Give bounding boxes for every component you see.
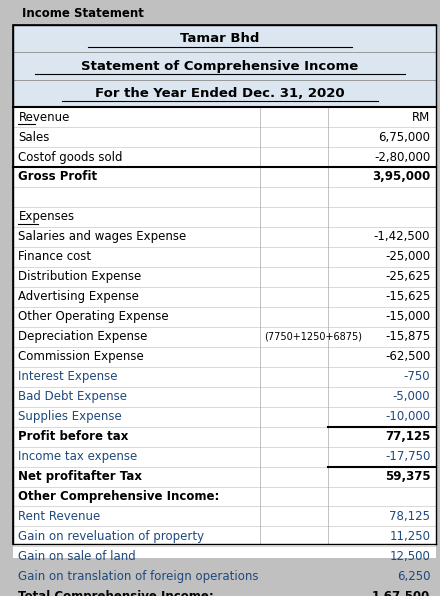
Text: 1,67,500: 1,67,500 xyxy=(372,590,430,596)
Text: Distribution Expense: Distribution Expense xyxy=(18,271,142,283)
Bar xyxy=(13,347,436,367)
Bar xyxy=(13,187,436,207)
Text: Finance cost: Finance cost xyxy=(18,250,92,263)
Text: -15,000: -15,000 xyxy=(385,311,430,323)
Text: -5,000: -5,000 xyxy=(392,390,430,403)
Bar xyxy=(13,307,436,327)
Bar xyxy=(13,207,436,227)
Bar xyxy=(13,586,436,596)
Bar xyxy=(13,167,436,187)
Bar xyxy=(13,406,436,427)
Text: 11,250: 11,250 xyxy=(389,530,430,543)
Bar xyxy=(13,547,436,566)
Text: Other Comprehensive Income:: Other Comprehensive Income: xyxy=(18,490,220,503)
Text: -15,625: -15,625 xyxy=(385,290,430,303)
Text: -25,000: -25,000 xyxy=(385,250,430,263)
Bar xyxy=(13,507,436,526)
Bar xyxy=(13,427,436,446)
Text: Tamar Bhd: Tamar Bhd xyxy=(180,32,260,45)
Text: Bad Debt Expense: Bad Debt Expense xyxy=(18,390,128,403)
Bar xyxy=(13,107,436,127)
Text: Gain on sale of land: Gain on sale of land xyxy=(18,550,136,563)
Text: -2,80,000: -2,80,000 xyxy=(374,151,430,163)
Text: Salaries and wages Expense: Salaries and wages Expense xyxy=(18,231,187,243)
Text: Income Statement: Income Statement xyxy=(22,7,144,20)
Text: Other Operating Expense: Other Operating Expense xyxy=(18,311,169,323)
Bar xyxy=(13,80,436,107)
Bar xyxy=(13,327,436,347)
Text: Expenses: Expenses xyxy=(18,210,75,224)
Bar xyxy=(13,227,436,247)
Bar xyxy=(13,387,436,406)
Text: -17,750: -17,750 xyxy=(385,450,430,463)
Text: 6,250: 6,250 xyxy=(397,570,430,583)
Bar xyxy=(13,467,436,486)
Text: -25,625: -25,625 xyxy=(385,271,430,283)
Text: Costof goods sold: Costof goods sold xyxy=(18,151,123,163)
Text: Statement of Comprehensive Income: Statement of Comprehensive Income xyxy=(81,60,359,73)
Text: Depreciation Expense: Depreciation Expense xyxy=(18,330,148,343)
Text: Gross Profit: Gross Profit xyxy=(18,170,98,184)
Text: 3,95,000: 3,95,000 xyxy=(372,170,430,184)
Text: RM: RM xyxy=(412,111,430,123)
Text: -750: -750 xyxy=(403,370,430,383)
Bar xyxy=(13,147,436,167)
Text: For the Year Ended Dec. 31, 2020: For the Year Ended Dec. 31, 2020 xyxy=(95,87,345,100)
Text: Net profitafter Tax: Net profitafter Tax xyxy=(18,470,143,483)
Text: Rent Revenue: Rent Revenue xyxy=(18,510,101,523)
Text: 59,375: 59,375 xyxy=(385,470,430,483)
Bar xyxy=(13,287,436,307)
Bar xyxy=(13,127,436,147)
Text: Income tax expense: Income tax expense xyxy=(18,450,138,463)
Bar xyxy=(13,25,436,52)
Text: Gain on translation of foreign operations: Gain on translation of foreign operation… xyxy=(18,570,259,583)
Text: -62,500: -62,500 xyxy=(385,350,430,363)
Bar xyxy=(13,367,436,387)
Text: Total Comprehensive Income:: Total Comprehensive Income: xyxy=(18,590,214,596)
Text: -1,42,500: -1,42,500 xyxy=(374,231,430,243)
Text: Revenue: Revenue xyxy=(18,111,70,123)
Text: Gain on reveluation of property: Gain on reveluation of property xyxy=(18,530,205,543)
Text: Supplies Expense: Supplies Expense xyxy=(18,410,122,423)
Text: 78,125: 78,125 xyxy=(389,510,430,523)
Bar xyxy=(13,486,436,507)
Text: Advertising Expense: Advertising Expense xyxy=(18,290,139,303)
Text: Interest Expense: Interest Expense xyxy=(18,370,118,383)
Text: Profit before tax: Profit before tax xyxy=(18,430,129,443)
Bar xyxy=(13,267,436,287)
Text: -10,000: -10,000 xyxy=(385,410,430,423)
Text: -15,875: -15,875 xyxy=(385,330,430,343)
Text: 12,500: 12,500 xyxy=(389,550,430,563)
Text: Sales: Sales xyxy=(18,131,50,144)
Bar xyxy=(13,52,436,80)
Bar xyxy=(13,526,436,547)
Text: Commission Expense: Commission Expense xyxy=(18,350,144,363)
Text: 6,75,000: 6,75,000 xyxy=(378,131,430,144)
Text: (7750+1250+6875): (7750+1250+6875) xyxy=(264,332,362,342)
Text: 77,125: 77,125 xyxy=(385,430,430,443)
Bar xyxy=(13,446,436,467)
Bar xyxy=(13,247,436,267)
Bar xyxy=(13,566,436,586)
